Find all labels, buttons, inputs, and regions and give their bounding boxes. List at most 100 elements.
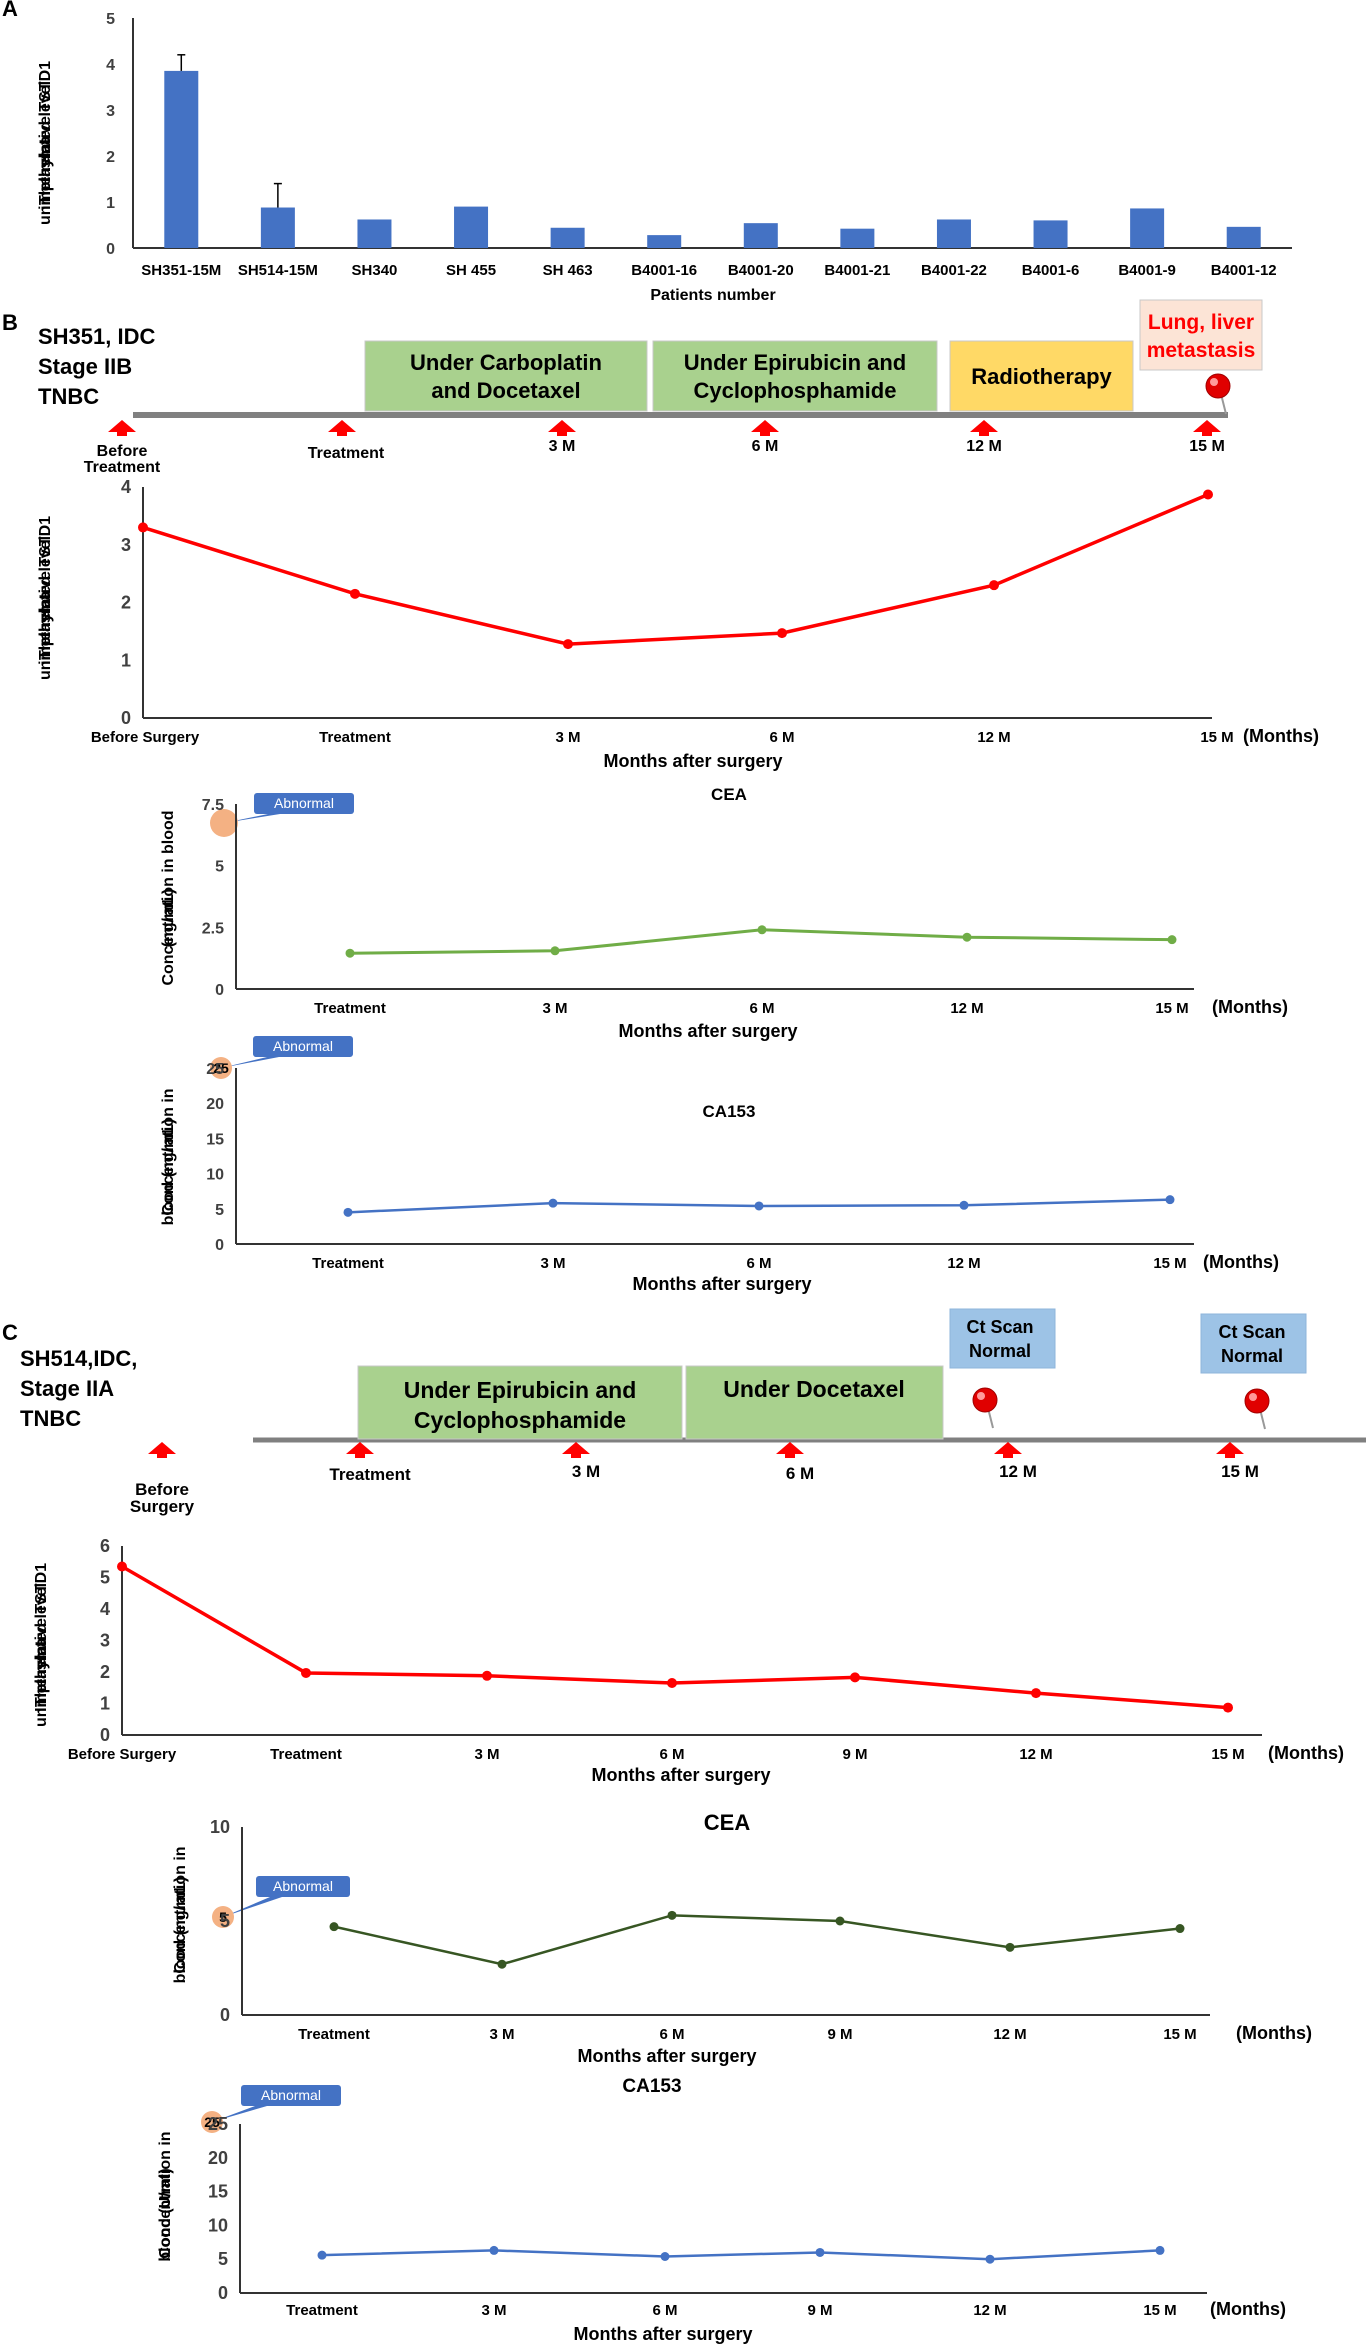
ca153-chart-c-y-label: blood (U/ml) xyxy=(157,2168,174,2261)
tstd1-chart-c-point-6-M xyxy=(667,1678,677,1689)
cea-chart-b-y-tick: 0 xyxy=(215,982,224,999)
ca153-chart-c-y-tick: 20 xyxy=(208,2148,228,2168)
tstd1-chart-b-y-tick: 3 xyxy=(121,535,131,555)
timeline-arrow-icon xyxy=(1193,420,1221,436)
tstd1-chart-c-x-tick: 12 M xyxy=(1019,1746,1052,1763)
timeline-label-b: 6 M xyxy=(752,438,779,455)
bar-x-tick: B4001-12 xyxy=(1211,262,1277,279)
bar-y-label: in plasma xyxy=(37,136,54,210)
cea-chart-c-x-tick: 9 M xyxy=(827,2026,852,2043)
tstd1-chart-b-x-tick: 12 M xyxy=(977,729,1010,746)
patient-info-b: Stage IIB xyxy=(38,354,132,379)
bar-SH-455 xyxy=(454,206,489,248)
bar-y-tick: 4 xyxy=(106,57,115,74)
tstd1-chart-b-y-tick: 2 xyxy=(121,593,131,613)
bar-SH514-15M xyxy=(260,207,295,248)
abnormal-threshold-marker xyxy=(212,1906,234,1928)
bar-y-label: unmethylated level xyxy=(37,81,54,225)
ct-scan-label-c: Ct Scan xyxy=(1218,1322,1285,1342)
cea-chart-c-x-tick: Treatment xyxy=(298,2026,370,2043)
bar-B4001-21 xyxy=(840,228,875,248)
cea-chart-c-point-12-M xyxy=(1005,1942,1015,1952)
metastasis-pin-icon-shine xyxy=(1210,378,1218,386)
tstd1-chart-b-point-Treatment xyxy=(350,588,360,599)
bar-B4001-6 xyxy=(1033,220,1068,248)
tstd1-chart-b-x-label: Months after surgery xyxy=(603,751,782,771)
tstd1-chart-b-series-line xyxy=(142,492,1209,646)
cea-chart-c-point-3-M xyxy=(497,1959,507,1969)
cea-chart-c-point-15-M xyxy=(1175,1924,1185,1934)
ca153-chart-b-unit-label: (Months) xyxy=(1203,1252,1279,1272)
treatment-box-label-c: Under Epirubicin and xyxy=(404,1377,637,1403)
ca153-chart-c-y-label: Concentration in xyxy=(157,2131,174,2258)
patient-info-c: TNBC xyxy=(20,1406,81,1431)
timeline-arrow-icon xyxy=(328,420,356,436)
bar-B4001-9 xyxy=(1130,208,1165,248)
bar-y-tick: 0 xyxy=(106,241,115,258)
ca153-chart-b-point-12-M xyxy=(959,1200,969,1210)
treatment-box-label-b: metastasis xyxy=(1147,339,1256,362)
cea-chart-c-y-tick: 5 xyxy=(220,1911,230,1931)
ct-scan-label-c: Normal xyxy=(1221,1346,1283,1366)
ca153-chart-b-y-tick: 10 xyxy=(206,1167,224,1184)
ca153-chart-c-point-3-M xyxy=(489,2245,499,2255)
ct-normal-pin-icon xyxy=(1244,1388,1270,1414)
tstd1-chart-b-y-tick: 1 xyxy=(121,650,131,670)
ca153-chart-c-point-9-M xyxy=(815,2247,825,2257)
tstd1-chart-c-point-Before-Surgery xyxy=(117,1561,127,1572)
cea-chart-c-y-label: blood (ng/mL) xyxy=(172,1877,189,1984)
timeline-arrow-icon xyxy=(346,1442,374,1458)
bar-B4001-16 xyxy=(647,235,682,248)
ca153-chart-c-title: CA153 xyxy=(622,2076,681,2097)
ca153-chart-c-x-tick: 15 M xyxy=(1143,2302,1176,2319)
tstd1-chart-c-y-tick: 1 xyxy=(100,1694,110,1714)
cea-chart-c-point-9-M xyxy=(835,1916,845,1926)
ca153-chart-b-x-tick: 12 M xyxy=(947,1255,980,1272)
timeline-arrow-icon xyxy=(751,420,779,436)
cea-chart-c-y-tick: 0 xyxy=(220,2005,230,2025)
abnormal-callout xyxy=(253,1036,353,1057)
bar-x-tick: B4001-6 xyxy=(1022,262,1080,279)
tstd1-chart-b-unit-label: (Months) xyxy=(1243,726,1319,746)
panel-label-a: A xyxy=(2,0,18,21)
cea-chart-b-title: CEA xyxy=(711,785,747,804)
tstd1-chart-c-y-label: The relative TSTD1 xyxy=(33,1563,50,1707)
timeline-label-b: 15 M xyxy=(1189,438,1225,455)
bar-x-tick: B4001-16 xyxy=(631,262,697,279)
timeline-arrow-icon xyxy=(1216,1442,1244,1458)
ct-normal-pin-icon-shine xyxy=(1249,1393,1257,1401)
tstd1-chart-c-y-tick: 2 xyxy=(100,1662,110,1682)
ca153-chart-b-point-15-M xyxy=(1165,1195,1175,1205)
tstd1-chart-b-y-label: unmethylated level xyxy=(37,536,54,680)
ct-scan-box-c-1 xyxy=(1200,1313,1307,1374)
cea-chart-c-x-tick: 12 M xyxy=(993,2026,1026,2043)
treatment-box-b-0 xyxy=(364,340,648,412)
bar-x-tick: B4001-9 xyxy=(1118,262,1176,279)
tstd1-chart-b-x-tick: Treatment xyxy=(319,729,391,746)
timeline-label-c: 15 M xyxy=(1221,1462,1259,1481)
tstd1-chart-c-unit-label: (Months) xyxy=(1268,1743,1344,1763)
tstd1-chart-c-x-tick: 9 M xyxy=(842,1746,867,1763)
bar-y-tick: 5 xyxy=(106,11,115,28)
ca153-chart-c-point-6-M xyxy=(660,2251,670,2261)
cea-chart-b-y-tick: 5 xyxy=(215,859,224,876)
abnormal-label: Abnormal xyxy=(261,2087,321,2103)
cea-chart-c-point-Treatment xyxy=(329,1922,339,1932)
timeline-arrow-icon xyxy=(994,1442,1022,1458)
cea-chart-c-y-tick: 10 xyxy=(210,1817,230,1837)
ct-scan-label-c: Ct Scan xyxy=(966,1317,1033,1337)
timeline-arrow-icon xyxy=(562,1442,590,1458)
bar-B4001-12 xyxy=(1226,226,1261,248)
treatment-box-label-b: Lung, liver xyxy=(1148,311,1254,334)
tstd1-chart-c-point-12-M xyxy=(1031,1688,1041,1699)
bar-x-tick: SH340 xyxy=(352,262,398,279)
cea-chart-b-y-label: Concentration in blood xyxy=(160,810,177,985)
ca153-chart-c-y-tick: 5 xyxy=(218,2249,228,2269)
tstd1-chart-b-point-Before-Surgery xyxy=(138,522,148,533)
ct-normal-pin-icon xyxy=(972,1387,998,1413)
cea-chart-b-unit-label: (Months) xyxy=(1212,997,1288,1017)
ca153-chart-c-y-tick: 10 xyxy=(208,2215,228,2235)
bar-B4001-22 xyxy=(936,219,971,248)
ca153-chart-c-unit-label: (Months) xyxy=(1210,2299,1286,2319)
ca153-chart-b-y-tick: 25 xyxy=(206,1061,224,1078)
